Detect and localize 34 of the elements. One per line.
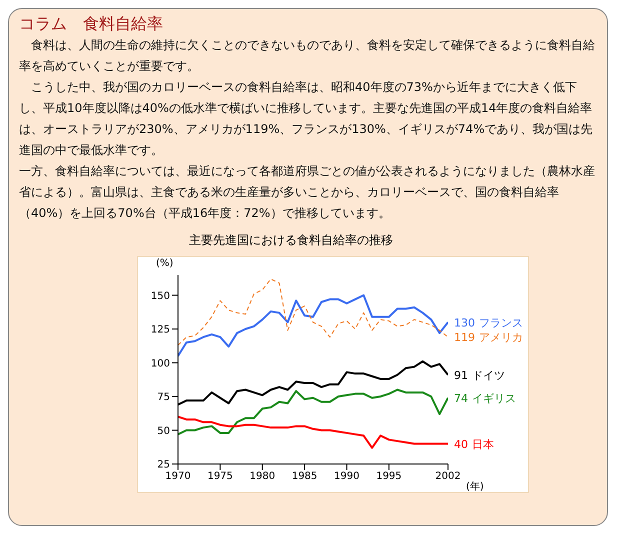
chart-subtitle: 主要先進国における食料自給率の推移 [189,232,394,249]
line-series [178,388,448,436]
text: 一方、食料自給率については、最近になって各都道府県ごとの値が公表されるようになりました（農林水産省による）。富山県は、主食である米の生産量が多いことから、カロリーベースで、国の食料自給率（40%）を上回る70%台（平成16年度：72%）で推移しています。 [19,163,596,222]
data-label: 40 [454,438,468,451]
y-tick-label: 75 [157,392,170,404]
text: こうした中、我が国のカロリーベースの食料自給率は、昭和40年度の73%から近年までに大きく低下し、平成10年度以降は40%の低水準で横ばいに推移しています。主要な先進国の平成14年度の食料自給率は、オーストラリアが230%、アメリカが119%、フランスが130%、イギリスが74%であり、我が国は先進国の中で最低水準です。 [19,79,594,159]
line-series [178,416,448,449]
data-label: 130 [454,316,475,330]
x-tick-label: 1990 [334,471,360,482]
y-tick-label: 100 [150,358,170,370]
chart-title: コラム 食料自給率 [19,13,164,35]
x-tick-label: 1970 [165,471,191,482]
text: ドイツ [472,368,505,382]
y-tick-label: 150 [150,290,170,302]
line-series [178,294,448,357]
x-axis-title: (年) [466,480,484,493]
line-series [178,278,448,346]
x-tick-label: 2002 [435,471,461,482]
x-tick-label: 1980 [250,471,276,482]
text: 食料は、人間の生命の維持に欠くことのできないものであり、食料を安定して確保できるように食料自給率を高めていくことが重要です。 [19,37,596,75]
x-tick-label: 1975 [207,471,233,482]
text: イギリス [472,392,516,405]
data-label: 91 [454,368,468,382]
y-tick-label: 50 [157,426,170,437]
y-tick-label: 125 [150,324,170,336]
text: アメリカ [479,331,523,344]
text: 日本 [472,438,494,451]
x-tick-label: 1985 [292,471,318,482]
data-label: 119 [454,331,475,344]
text: フランス [479,316,523,330]
y-tick-label: 25 [157,460,170,471]
y-axis-title: (%) [156,258,174,270]
data-label: 74 [454,392,468,405]
x-tick-label: 1995 [376,471,402,482]
